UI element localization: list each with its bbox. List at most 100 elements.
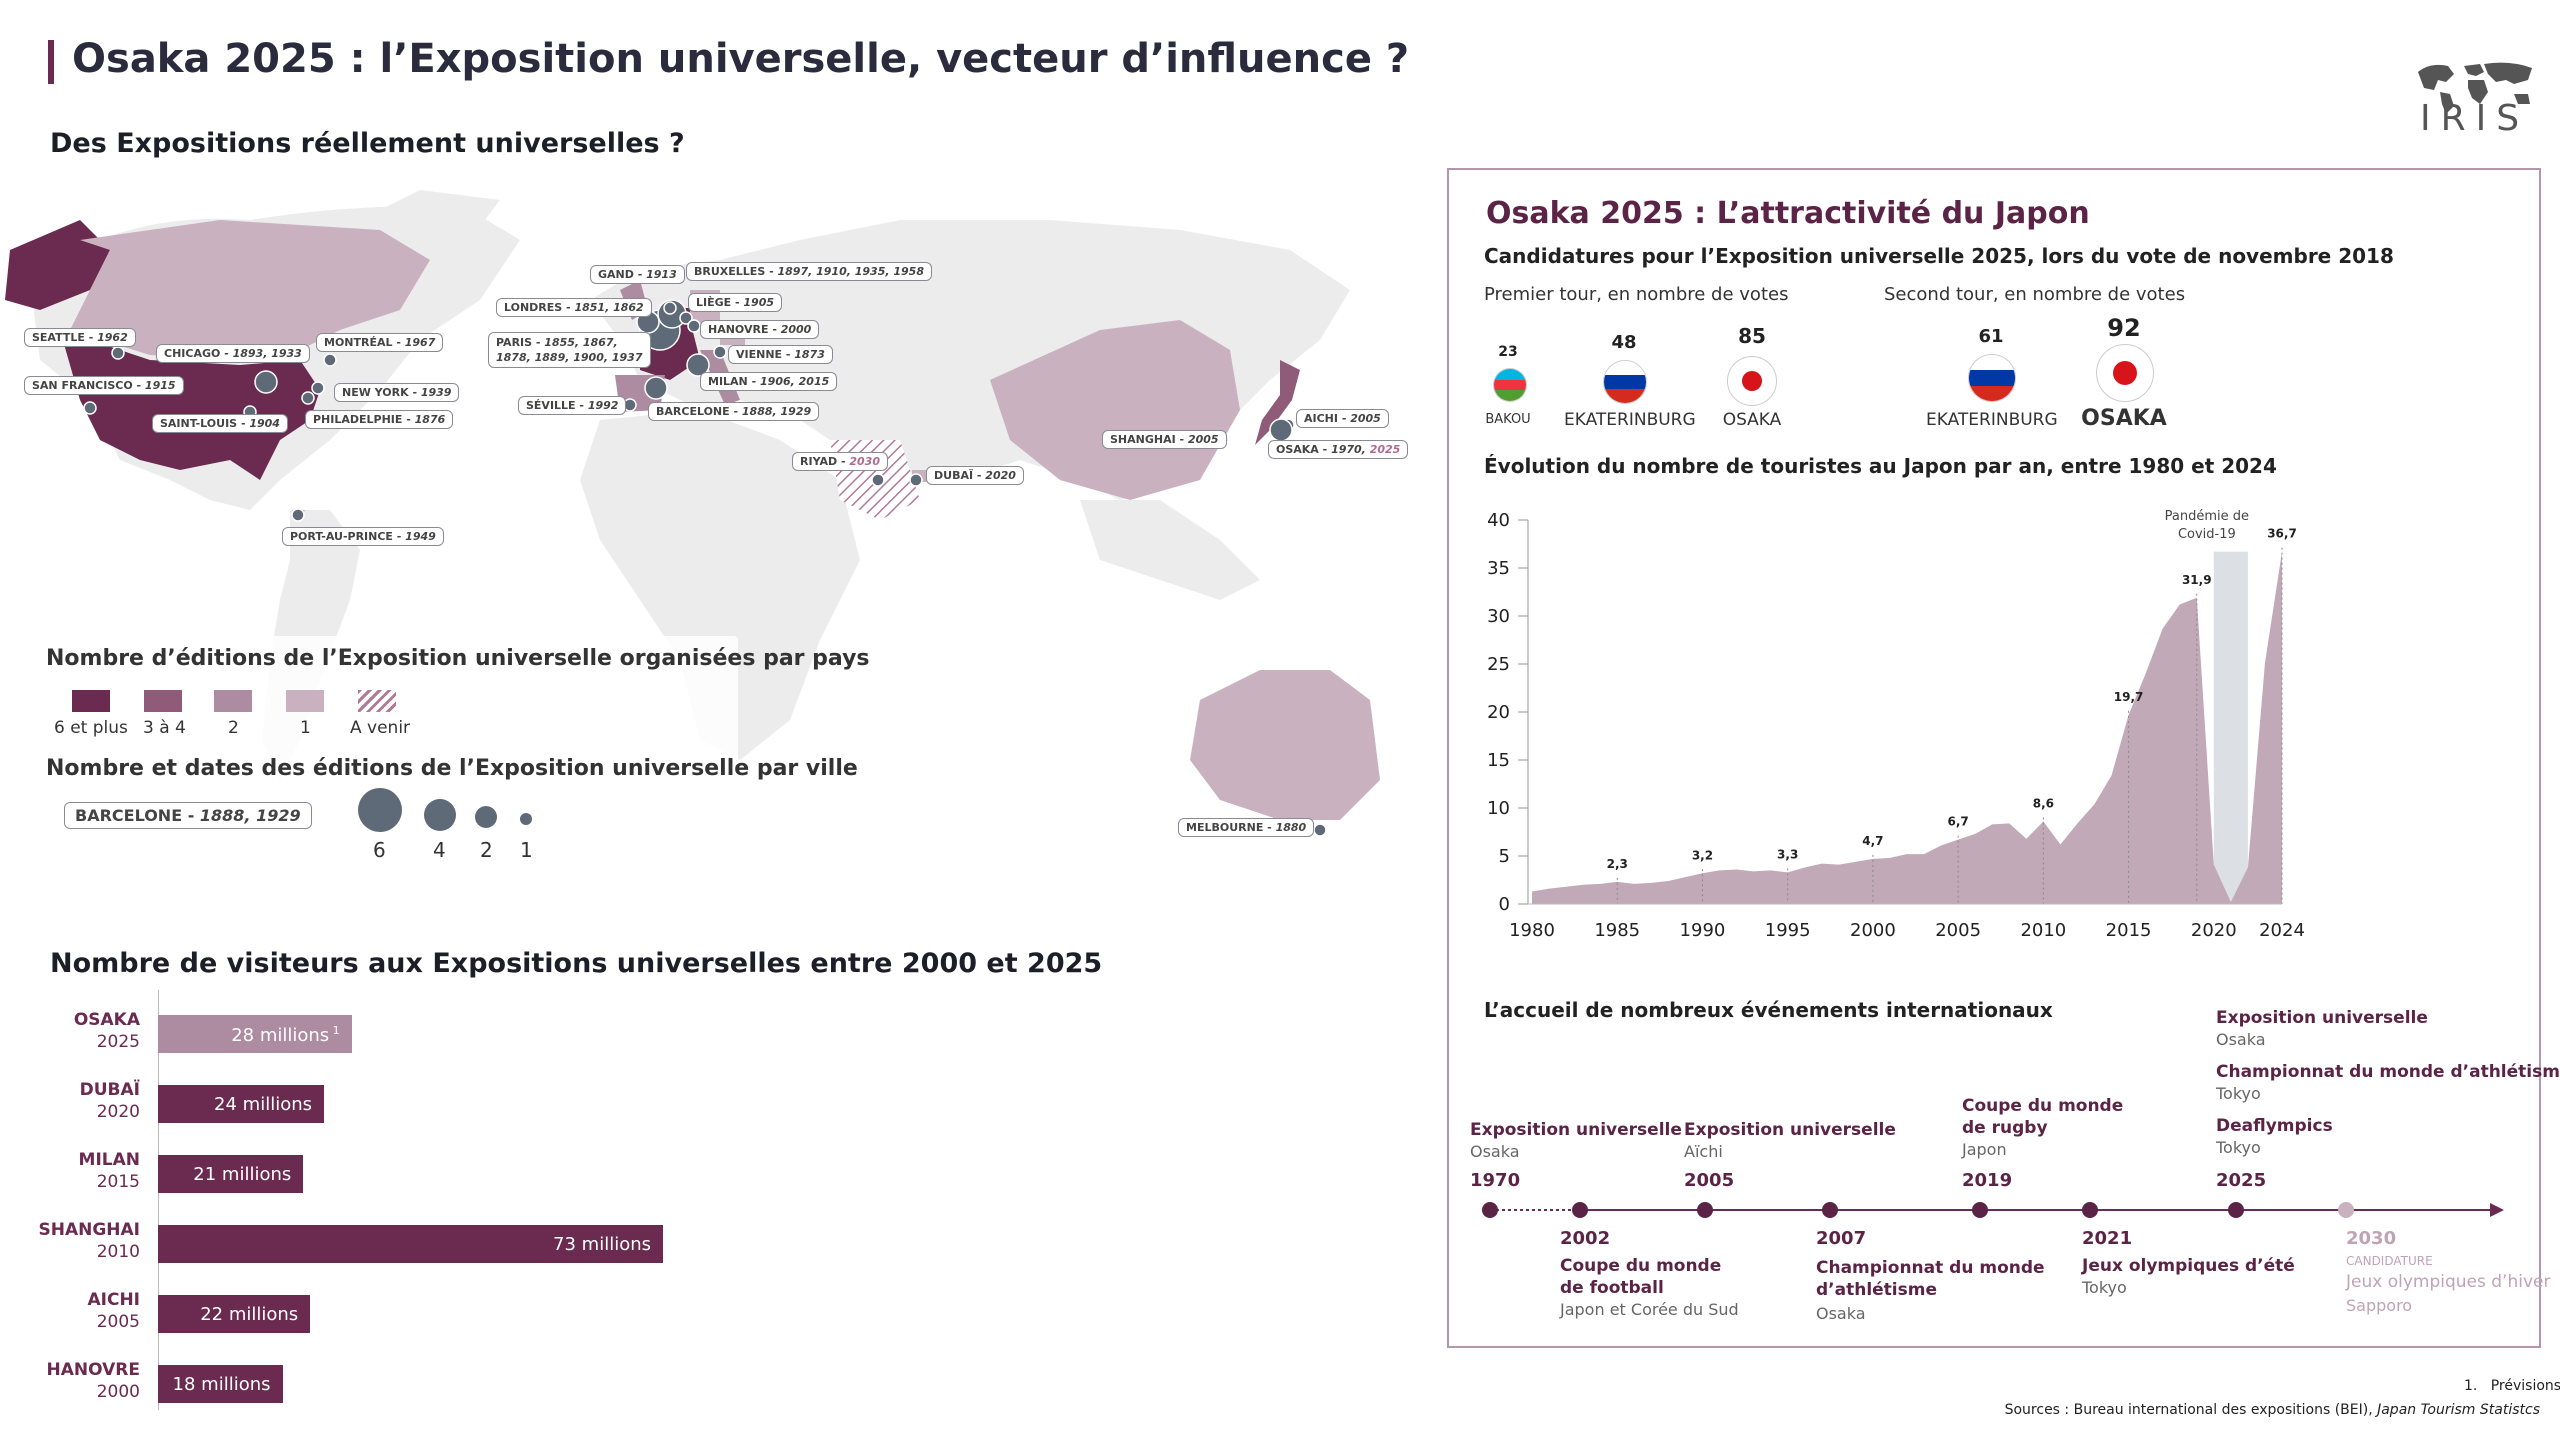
covid-label-1: Pandémie de — [2165, 509, 2249, 524]
footnote: 1. Prévisions — [2464, 1378, 2560, 1394]
russia-flag-icon — [1968, 354, 2016, 402]
data-label-1990: 3,2 — [1692, 848, 1713, 862]
vote-bakou-count: 23 — [1498, 344, 1518, 360]
country-japan — [1255, 360, 1300, 445]
country-usa — [60, 330, 320, 480]
city-label-aichi: AICHI - 2005 — [1296, 409, 1389, 428]
city-label-milan: MILAN - 1906, 2015 — [700, 372, 838, 391]
visitor-bar-value-0: 28 millions 1 — [231, 1024, 340, 1046]
legend-city-title: Nombre et dates des éditions de l’Exposi… — [46, 756, 858, 781]
y-tick-label-20: 20 — [1487, 702, 1510, 723]
city-label-saint-louis: SAINT-LOUIS - 1904 — [152, 414, 288, 433]
visitors-bar-chart: OSAKA 2025 28 millions 1 DUBAÏ 2020 24 millio… — [30, 990, 730, 1410]
city-label-montreal: MONTRÉAL - 1967 — [316, 333, 444, 352]
timeline-2002-title-2: de football — [1560, 1278, 1664, 1298]
visitors-title: Nombre de visiteurs aux Expositions univ… — [50, 948, 1103, 979]
data-label-1995: 3,3 — [1777, 847, 1798, 861]
x-tick-label-1980: 1980 — [1509, 920, 1555, 941]
timeline-2025-year: 2025 — [2216, 1170, 2267, 1191]
city-label-shanghai: SHANGHAI - 2005 — [1102, 430, 1227, 449]
bar-year-4: 2005 — [96, 1312, 140, 1332]
city-label-seville: SÉVILLE - 1992 — [518, 396, 627, 415]
legend-count-title: Nombre d’éditions de l’Exposition univer… — [46, 646, 870, 671]
data-label-1985: 2,3 — [1607, 857, 1628, 871]
legend-label-a-venir: A venir — [350, 718, 411, 738]
legend-label-3to4: 3 à 4 — [143, 718, 186, 738]
city-label-new-york: NEW YORK - 1939 — [334, 383, 460, 402]
timeline-2002-place: Japon et Corée du Sud — [1560, 1300, 1739, 1319]
vote-osaka-r1-count: 85 — [1738, 324, 1766, 348]
bubble-riyad — [871, 473, 885, 487]
timeline-2007-title-2: d’athlétisme — [1816, 1280, 1938, 1300]
legend-label-2: 2 — [228, 718, 239, 738]
timeline-2019-place: Japon — [1962, 1140, 2007, 1159]
map-section-title: Des Expositions réellement universelles … — [50, 128, 685, 159]
visitor-bar-value-4: 22 millions — [200, 1304, 299, 1325]
visitor-bar-5 — [158, 1365, 283, 1403]
visitor-bar-value-2: 21 millions — [193, 1164, 292, 1185]
city-label-barcelone: BARCELONE - 1888, 1929 — [648, 402, 820, 421]
city-label-hanovre: HANOVRE - 2000 — [700, 320, 820, 339]
city-label-chicago: CHICAGO - 1893, 1933 — [156, 344, 310, 363]
bubble-liege — [679, 311, 693, 325]
iris-logo-globe-icon — [2418, 62, 2532, 114]
y-tick-label-0: 0 — [1499, 894, 1510, 915]
timeline-2005-place: Aïchi — [1684, 1142, 1723, 1161]
timeline-2021-place: Tokyo — [2082, 1278, 2127, 1297]
bubble-port-au-prince — [291, 508, 305, 522]
bar-city-3: SHANGHAI — [38, 1220, 140, 1240]
timeline-2019-year: 2019 — [1962, 1170, 2013, 1191]
y-tick-label-30: 30 — [1487, 606, 1510, 627]
city-label-gand: GAND - 1913 — [590, 265, 685, 284]
bar-city-5: HANOVRE — [46, 1360, 140, 1380]
x-tick-label-1990: 1990 — [1680, 920, 1726, 941]
visitor-bar-1 — [158, 1085, 325, 1123]
legend-bubble-label-1: 1 — [520, 838, 533, 862]
bubble-melbourne — [1313, 823, 1327, 837]
country-canada — [70, 220, 430, 360]
city-label-bruxelles: BRUXELLES - 1897, 1910, 1935, 1958 — [686, 262, 932, 281]
legend-swatch-3to4 — [144, 690, 182, 712]
x-tick-label-2024: 2024 — [2259, 920, 2305, 941]
timeline-2007-place: Osaka — [1816, 1304, 1866, 1323]
legend-bubble-4 — [424, 799, 456, 831]
tourism-area-chart: 0 5 10 15 20 25 30 35 40 2,3 3,2 3,3 4,7 6,7 8,6 19,7 31… — [1487, 509, 2305, 941]
vote-bakou-label: BAKOU — [1485, 412, 1531, 427]
bar-city-0: OSAKA — [73, 1010, 140, 1030]
bar-year-5: 2000 — [96, 1382, 140, 1402]
bubble-osaka — [1269, 418, 1293, 442]
legend-bubble-label-6: 6 — [373, 838, 386, 862]
japan-flag-icon — [2096, 344, 2154, 402]
timeline-2025-title-a: Exposition universelle — [2216, 1008, 2428, 1028]
y-tick-label-15: 15 — [1487, 750, 1510, 771]
timeline-1970-title: Exposition universelle — [1470, 1120, 1682, 1140]
timeline-2019-title: Coupe du monde — [1962, 1096, 2124, 1116]
x-tick-label-2010: 2010 — [2020, 920, 2066, 941]
timeline-2025-place-a: Osaka — [2216, 1030, 2266, 1049]
candidatures-title: Candidatures pour l’Exposition universel… — [1484, 244, 2394, 268]
timeline-2025-place-c: Tokyo — [2216, 1138, 2261, 1157]
legend-bubble-label-2: 2 — [480, 838, 493, 862]
city-label-san-francisco: SAN FRANCISCO - 1915 — [24, 376, 184, 395]
timeline-2005-title: Exposition universelle — [1684, 1120, 1896, 1140]
city-label-riyad: RIYAD - 2030 — [792, 452, 888, 471]
legend-swatch-1 — [286, 690, 324, 712]
title-accent-bar — [48, 40, 54, 84]
covid-label-2: Covid-19 — [2178, 527, 2236, 542]
bubble-montreal — [323, 353, 337, 367]
country-alaska — [5, 220, 110, 310]
timeline-1970-place: Osaka — [1470, 1142, 1520, 1161]
bubble-gand — [663, 301, 677, 315]
legend-swatch-2 — [214, 690, 252, 712]
city-label-osaka: OSAKA - 1970, 2025 — [1268, 440, 1409, 459]
round2-label: Second tour, en nombre de votes — [1884, 284, 2186, 305]
city-label-vienne: VIENNE - 1873 — [728, 345, 833, 364]
visitor-bar-3 — [158, 1225, 663, 1263]
data-label-2024: 36,7 — [2267, 527, 2297, 541]
round1-label: Premier tour, en nombre de votes — [1484, 284, 1789, 305]
timeline-2025-place-b: Tokyo — [2216, 1084, 2261, 1103]
visitor-bar-4 — [158, 1295, 311, 1333]
data-label-2010: 8,6 — [2033, 796, 2054, 810]
y-tick-label-5: 5 — [1499, 846, 1510, 867]
visitor-bar-0 — [158, 1015, 352, 1053]
